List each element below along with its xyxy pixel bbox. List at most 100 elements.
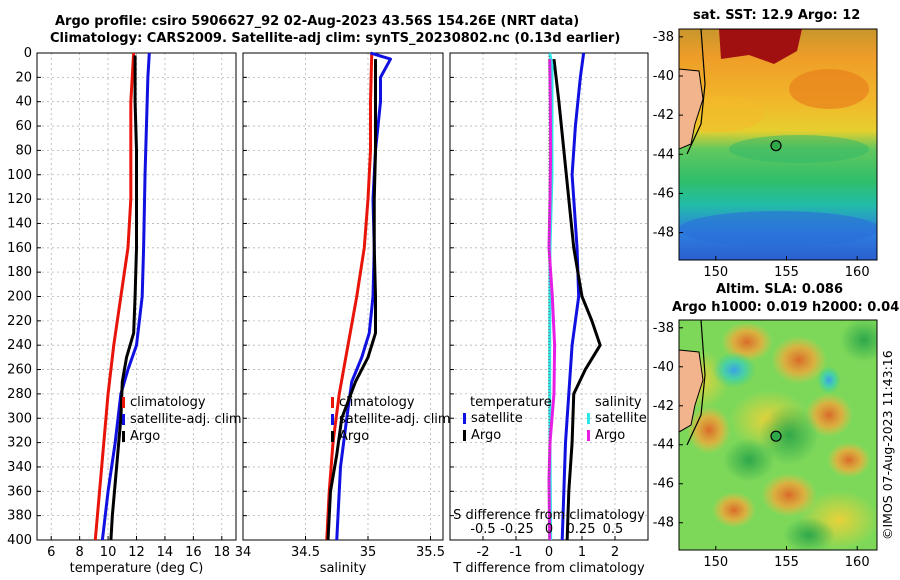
depth-tick-label: 20 xyxy=(15,70,32,85)
sla-anomaly-blob xyxy=(827,442,871,478)
sla-map-field xyxy=(679,320,877,550)
diff-legend-salinity-title: salinity xyxy=(595,395,642,410)
depth-tick-label: 360 xyxy=(7,484,32,499)
diff-salinity-legend-label: Argo xyxy=(595,428,625,443)
salinity-legend-swatch xyxy=(331,431,334,442)
salinity-legend-label: Argo xyxy=(339,429,369,444)
sla-map-ytick-label: -38 xyxy=(653,321,674,336)
sla-map-argo-marker xyxy=(770,430,782,442)
sla-map-ytick-label: -42 xyxy=(653,399,674,414)
sst-map-xtick-label: 160 xyxy=(845,265,870,280)
depth-tick-label: 80 xyxy=(15,143,32,158)
sla-anomaly-blob xyxy=(771,336,827,384)
sst-cold-patch xyxy=(679,211,877,247)
temperature-legend-swatch xyxy=(122,414,125,425)
temperature-profile-xtick-label: 12 xyxy=(128,545,145,560)
depth-tick-label: 40 xyxy=(15,95,32,110)
difference-profile-series-t-argo xyxy=(552,58,602,541)
depth-tick-label: 120 xyxy=(7,192,32,207)
depth-tick-label: 300 xyxy=(7,411,32,426)
salinity-diff-tick-label: 0 xyxy=(545,522,553,537)
depth-tick-label: 280 xyxy=(7,387,32,402)
sst-map-xtick-label: 150 xyxy=(703,265,728,280)
depth-tick-label: 240 xyxy=(7,338,32,353)
sst-map-frame xyxy=(678,28,878,261)
sst-warm-core xyxy=(719,29,802,64)
temperature-legend-label: satellite-adj. clim xyxy=(130,412,242,427)
difference-profile-xtick-label: -1 xyxy=(510,545,523,560)
temperature-profile-series-argo xyxy=(109,55,138,541)
temperature-profile-series-climatology xyxy=(93,52,136,541)
depth-tick-label: 260 xyxy=(7,363,32,378)
difference-profile-series-s-argo xyxy=(547,59,557,541)
salinity-legend-swatch xyxy=(331,414,334,425)
sla-anomaly-blob xyxy=(687,406,731,454)
sla-anomaly-blob xyxy=(759,405,819,465)
salinity-profile-xtick-label: 35 xyxy=(360,545,377,560)
sst-warm-patch xyxy=(789,69,869,109)
depth-tick-label: 200 xyxy=(7,290,32,305)
sst-map-title: sat. SST: 12.9 Argo: 12 xyxy=(693,8,861,23)
sla-map-xtick-label: 155 xyxy=(774,555,799,570)
temperature-profile-xtick-label: 6 xyxy=(47,545,55,560)
diff-temperature-legend-swatch xyxy=(463,430,466,441)
depth-tick-label: 400 xyxy=(7,533,32,548)
sst-mid-patch xyxy=(729,135,869,163)
sla-anomaly-blob xyxy=(723,438,775,482)
sla-map-contour xyxy=(686,320,706,446)
temperature-profile-xtick-label: 16 xyxy=(185,545,202,560)
salinity-legend-label: satellite-adj. clim xyxy=(339,412,451,427)
depth-tick-label: 380 xyxy=(7,509,32,524)
salinity-profile-xtick-label: 34.5 xyxy=(291,545,320,560)
difference-profile-xlabel: T difference from climatology xyxy=(452,561,645,576)
salinity-diff-tick-label: 0.5 xyxy=(603,522,624,537)
temperature-legend-swatch xyxy=(122,397,125,408)
temperature-profile-xlabel: temperature (deg C) xyxy=(70,561,204,576)
sst-map-ytick-label: -38 xyxy=(653,30,674,45)
diff-temperature-legend-label: satellite xyxy=(471,411,523,426)
temperature-profile-xtick-label: 8 xyxy=(76,545,84,560)
salinity-legend-label: climatology xyxy=(339,395,415,410)
sla-map-ytick-label: -48 xyxy=(653,516,674,531)
temperature-profile-series-satellite-adj-clim xyxy=(100,52,151,541)
depth-tick-label: 0 xyxy=(24,46,32,61)
sla-map-frame xyxy=(678,319,878,551)
sst-map-land xyxy=(679,68,704,150)
salinity-diff-tick-label: 0.25 xyxy=(567,522,596,537)
sla-anomaly-blob xyxy=(712,352,756,388)
sla-map-xtick-label: 150 xyxy=(703,555,728,570)
sla-map-xtick-label: 160 xyxy=(845,555,870,570)
main-title-line1: Argo profile: csiro 5906627_92 02-Aug-20… xyxy=(55,14,580,29)
depth-tick-label: 220 xyxy=(7,314,32,329)
temperature-profile-xtick-label: 14 xyxy=(157,545,174,560)
sla-anomaly-blob xyxy=(712,492,756,528)
difference-profile-xtick-label: -2 xyxy=(477,545,490,560)
sla-anomaly-blob xyxy=(840,320,877,362)
sla-map-land xyxy=(679,349,704,433)
sst-map-xtick-label: 155 xyxy=(774,265,799,280)
temperature-legend-label: climatology xyxy=(130,395,206,410)
salinity-diff-axis-label: S difference from climatology xyxy=(453,508,645,523)
depth-tick-label: 100 xyxy=(7,168,32,183)
difference-profile-xtick-label: 1 xyxy=(578,545,586,560)
temperature-legend-label: Argo xyxy=(130,429,160,444)
depth-tick-label: 140 xyxy=(7,216,32,231)
depth-tick-label: 320 xyxy=(7,436,32,451)
sla-anomaly-blob xyxy=(761,473,817,517)
salinity-profile-xtick-label: 34 xyxy=(235,545,252,560)
sst-map-ytick-label: -46 xyxy=(653,186,674,201)
diff-salinity-legend-label: satellite xyxy=(595,411,647,426)
salinity-profile-series-climatology xyxy=(325,52,374,541)
salinity-profile-xlabel: salinity xyxy=(320,561,367,576)
temperature-profile-xtick-label: 10 xyxy=(100,545,117,560)
sla-map-title-line1: Altim. SLA: 0.086 xyxy=(716,282,843,297)
sst-map-contour xyxy=(686,29,706,155)
depth-tick-label: 160 xyxy=(7,241,32,256)
temperature-profile-xtick-label: 18 xyxy=(214,545,231,560)
sst-map-argo-marker xyxy=(770,140,782,152)
sla-map-ytick-label: -46 xyxy=(653,477,674,492)
sla-map-ytick-label: -40 xyxy=(653,360,674,375)
sst-map-ytick-label: -40 xyxy=(653,69,674,84)
